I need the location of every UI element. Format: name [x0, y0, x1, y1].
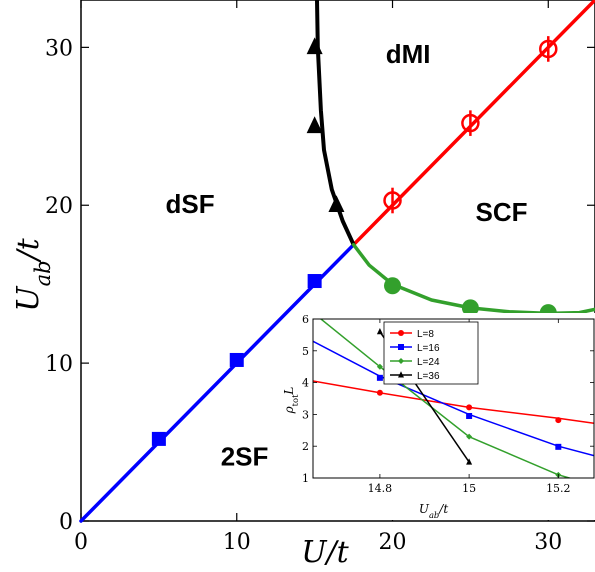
x-tick-label-10: 10 — [223, 530, 251, 555]
x-tick-label-0: 0 — [74, 530, 88, 555]
blue-marker-2 — [229, 352, 244, 367]
black-marker-1 — [306, 37, 323, 55]
black-marker-3 — [328, 195, 345, 213]
inset-frame — [312, 318, 595, 479]
region-labels: dMI dSF SCF 2SF — [165, 39, 527, 472]
region-label-2sf: 2SF — [221, 442, 269, 472]
inset-marker-l-8-2 — [466, 404, 473, 411]
inset-marker-l-8-3 — [555, 417, 562, 424]
inset-x-axis-label: Uab/t — [419, 502, 449, 520]
inset-chart: 14.8 15 15.2 1 2 3 4 5 6 Uab/t ρtotL L=8 L=16 L=24 L=3… — [282, 313, 595, 520]
green-marker-1 — [384, 277, 402, 295]
legend-marker-l-24 — [398, 358, 404, 364]
inset-y-tick-label-3: 3 — [302, 408, 309, 421]
inset-y-tick-label-1: 1 — [302, 472, 309, 485]
inset-marker-l-24-1 — [376, 363, 383, 370]
legend-label-l-36: L=36 — [417, 371, 440, 382]
y-tick-label-0: 0 — [59, 510, 73, 535]
inset-marker-l-8-1 — [376, 389, 383, 396]
region-label-dmi: dMI — [386, 39, 431, 69]
blue-marker-3 — [307, 274, 322, 289]
inset-y-tick-label-4: 4 — [302, 377, 309, 390]
red-marker-2 — [461, 110, 480, 136]
legend-label-l-16: L=16 — [417, 343, 440, 354]
y-tick-label-30: 30 — [45, 36, 73, 61]
blue-marker-1 — [151, 431, 166, 446]
inset-x-tick-label-14-8: 14.8 — [368, 482, 393, 495]
inset-marker-l-36-2 — [466, 458, 473, 465]
inset-y-tick-label-2: 2 — [302, 440, 309, 453]
legend-label-l-8: L=8 — [417, 329, 434, 340]
x-axis-label: U/t — [301, 535, 349, 570]
main-axes: 0 10 20 30 0 10 20 30 U/t Uab/t — [11, 0, 595, 570]
main-markers — [151, 36, 558, 446]
inset-marker-l-36-1 — [376, 327, 383, 335]
inset-x-tick-label-15-2: 15.2 — [546, 482, 571, 495]
x-tick-label-30: 30 — [534, 530, 562, 555]
red-marker-3 — [539, 36, 558, 62]
red-boundary-line — [351, 0, 595, 247]
y-tick-label-10: 10 — [45, 352, 73, 377]
y-axis-label: Uab/t — [11, 237, 55, 311]
inset-y-tick-label-6: 6 — [302, 313, 309, 326]
inset-legend: L=8 L=16 L=24 L=36 — [383, 321, 479, 385]
red-marker-1 — [383, 187, 402, 214]
inset-marker-l-16-2 — [466, 412, 473, 419]
main-plot-frame — [80, 0, 595, 522]
legend-marker-l-16 — [398, 344, 404, 350]
inset-y-axis-label: ρtotL — [282, 387, 300, 415]
legend-label-l-24: L=24 — [417, 357, 440, 368]
blue-boundary-line — [79, 242, 356, 523]
inset-marker-l-24-2 — [466, 433, 473, 440]
inset-x-tick-label-15: 15 — [462, 482, 476, 495]
inset-marker-l-16-3 — [555, 443, 562, 450]
green-marker-2 — [461, 299, 479, 317]
x-tick-label-20: 20 — [379, 530, 407, 555]
inset-y-tick-label-5: 5 — [302, 345, 309, 358]
y-tick-label-20: 20 — [45, 194, 73, 219]
legend-marker-l-36 — [398, 371, 404, 378]
region-label-dsf: dSF — [165, 189, 214, 219]
black-marker-2 — [306, 116, 323, 134]
region-label-scf: SCF — [476, 197, 528, 227]
legend-marker-l-8 — [398, 330, 404, 336]
inset-marker-l-16-1 — [376, 374, 383, 381]
